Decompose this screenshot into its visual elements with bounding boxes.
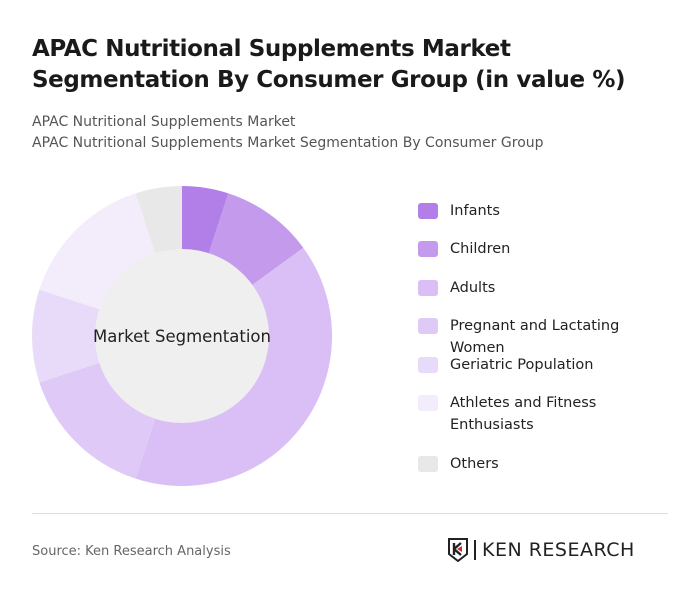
legend-label: Children (450, 241, 511, 257)
legend-item-geriatric: Geriatric Population (418, 354, 678, 376)
center-label: Market Segmentation (93, 327, 271, 346)
donut-chart: Market Segmentation (31, 186, 332, 486)
logo-text: KEN RESEARCH (474, 540, 635, 560)
subtitle-market: APAC Nutritional Supplements Market (32, 114, 296, 130)
legend-item-pregnant: Pregnant and Lactating Women (418, 315, 678, 359)
donut-hole (95, 249, 269, 423)
legend-label: Infants (450, 203, 500, 219)
legend-item-adults: Adults (418, 277, 678, 299)
legend-swatch (418, 280, 438, 296)
legend-swatch (418, 241, 438, 257)
legend-swatch (418, 318, 438, 334)
legend-item-others: Others (418, 453, 678, 475)
legend-item-athletes: Athletes and Fitness Enthusiasts (418, 392, 678, 436)
legend-label: Geriatric Population (450, 357, 594, 373)
legend-swatch (418, 456, 438, 472)
subtitle-segmentation: APAC Nutritional Supplements Market Segm… (32, 135, 544, 151)
legend-label: Pregnant and Lactating Women (450, 318, 620, 356)
legend-label: Adults (450, 280, 496, 296)
legend-swatch (418, 203, 438, 219)
page-title: APAC Nutritional Supplements Market Segm… (32, 36, 626, 93)
legend-swatch (418, 395, 438, 411)
legend-swatch (418, 357, 438, 373)
footer-divider (32, 513, 668, 514)
legend-item-children: Children (418, 238, 678, 260)
logo-mark-icon (448, 538, 468, 562)
legend-label: Others (450, 456, 499, 472)
legend-item-infants: Infants (418, 200, 678, 222)
source-note: Source: Ken Research Analysis (32, 544, 231, 559)
ken-research-logo: KEN RESEARCH (448, 538, 635, 562)
legend-label: Athletes and Fitness Enthusiasts (450, 395, 597, 433)
